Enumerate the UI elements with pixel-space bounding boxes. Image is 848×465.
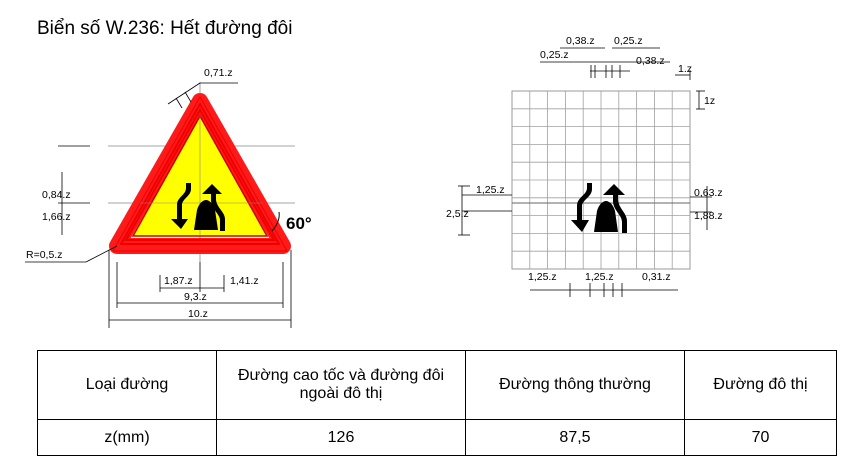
- dim-t4: 0,38.z: [636, 55, 665, 67]
- sign-drawing: 60° 0,71.z 0,84.z 1,66.z R=0,5.z 1,87.z …: [25, 35, 723, 328]
- dim-top-offset: 0,71.z: [204, 67, 233, 79]
- size-table: Loại đường Đường cao tốc và đường đôi ng…: [37, 350, 837, 456]
- table-cell: 70: [684, 419, 837, 456]
- dim-radius: R=0,5.z: [26, 249, 62, 261]
- dim-r2: 1,88.z: [694, 210, 723, 222]
- table-header-cell: Đường đô thị: [684, 350, 837, 420]
- dim-b2: 1,25.z: [585, 271, 614, 283]
- table-header-row: Loại đường Đường cao tốc và đường đôi ng…: [37, 350, 837, 420]
- dim-l2: 2,5.z: [446, 208, 469, 220]
- dim-h2: 1,66.z: [42, 211, 71, 223]
- dim-t5: 1.z: [678, 63, 692, 75]
- dim-w-left: 1,87.z: [164, 275, 193, 287]
- grid-symbol: [571, 183, 627, 233]
- dim-b1: 1,25.z: [528, 271, 557, 283]
- dim-t1: 0,38.z: [566, 35, 595, 47]
- angle-label: 60°: [286, 214, 312, 233]
- dim-w-right: 1,41.z: [230, 275, 259, 287]
- dim-l1: 1,25.z: [476, 184, 505, 196]
- symbol-grid: [511, 90, 691, 270]
- dim-cell: 1z: [704, 95, 715, 107]
- triangle-sign: [108, 82, 295, 262]
- table-cell: z(mm): [37, 419, 217, 456]
- table-row: z(mm) 126 87,5 70: [37, 419, 837, 456]
- dim-inner-width: 9,3.z: [184, 291, 207, 303]
- table-cell: 126: [216, 419, 466, 456]
- dim-h1: 0,84.z: [42, 189, 71, 201]
- end-dual-carriageway-symbol: [171, 183, 225, 231]
- dim-b3: 0,31.z: [642, 271, 671, 283]
- dim-t2: 0,25.z: [614, 35, 643, 47]
- dim-outer-width: 10.z: [188, 308, 208, 320]
- sign-title: Biển số W.236: Hết đường đôi: [37, 18, 293, 39]
- dim-t3: 0,25.z: [540, 49, 569, 61]
- table-header-cell: Đường cao tốc và đường đôi ngoài đô thị: [216, 350, 466, 420]
- table-header-cell: Đường thông thường: [465, 350, 685, 420]
- table-header-cell: Loại đường: [37, 350, 217, 420]
- dim-r1: 0,63.z: [694, 187, 723, 199]
- table-cell: 87,5: [465, 419, 685, 456]
